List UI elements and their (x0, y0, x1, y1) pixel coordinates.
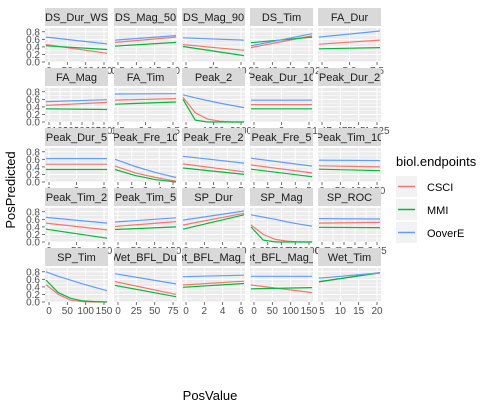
legend-label: MMI (427, 205, 448, 217)
panel: SP_Tim 0 50 100 150 0.00.20.40.60.8 (26, 248, 113, 317)
facet-title: FA_Dur (331, 12, 369, 24)
y-tick-label: 0.8 (26, 147, 40, 158)
facet-title: FA_Tim (127, 72, 165, 84)
x-tick-label: 2 (202, 306, 208, 317)
panel: Peak_Fre_212345 (182, 128, 245, 197)
panel: Peak_Fre_1012345 (112, 128, 178, 197)
series-line-mmi (46, 109, 107, 110)
x-tick-label: 150 (301, 306, 318, 317)
x-tick-label: 20 (371, 306, 383, 317)
x-tick-label: 150 (96, 306, 113, 317)
y-tick-label: 0.8 (26, 27, 40, 38)
panel: Peak_Dur_10123 (248, 68, 315, 137)
panel-background (318, 88, 381, 122)
x-tick-label: 0 (183, 306, 189, 317)
panel: SP_ROC0.00.10.20.30.40.45 (315, 188, 387, 257)
panel: Wet_Tim 5 10 15 20 (318, 248, 383, 317)
panel: FA_Mag01002003004005000.00.20.40.60.8 (26, 68, 113, 137)
panel: Wet_BFL_Mag_500 50 100 150 (236, 248, 328, 317)
panel: Peak_Tim_20501000.00.20.40.60.8 (26, 188, 113, 257)
legend-label: CSCI (427, 182, 453, 194)
facet-title: Peak_Fre_5 (252, 132, 312, 144)
panel: DS_Dur_WS0501001500.00.20.40.60.8 (26, 8, 113, 77)
y-tick-label: 0.8 (26, 267, 40, 278)
panel-background (45, 268, 108, 302)
panel-background (114, 268, 177, 302)
panel: DS_Mag_9002040 (182, 8, 247, 77)
panel-background (45, 28, 108, 62)
facet-title: Peak_Dur_2 (319, 72, 380, 84)
panel: Peak_Tim_10050100150 (316, 128, 386, 197)
panel: FA_Dur2.55.07.5 (315, 8, 384, 77)
facet-title: Peak_Dur_5 (46, 132, 107, 144)
panel: SP_Mag02505007501000 (250, 188, 321, 257)
panel: DS_Mag_500.51.01.52.0 (111, 8, 180, 77)
panel: Peak_2010002000 (182, 68, 253, 137)
panel-background (318, 208, 381, 242)
y-axis-title: PosPredicted (3, 151, 18, 228)
facet-title: Peak_Tim_5 (115, 192, 176, 204)
panel-background (318, 148, 381, 182)
panel: DS_Tim20406080 (248, 8, 315, 77)
panel-background (114, 208, 177, 242)
panel-background (250, 28, 313, 62)
panel-background (250, 268, 313, 302)
x-tick-label: 6 (238, 306, 244, 317)
facet-title: Peak_2 (195, 72, 232, 84)
panel-grid: DS_Dur_WS0501001500.00.20.40.60.8DS_Mag_… (26, 8, 390, 317)
panel: FA_Tim1.52.02.5 (111, 68, 180, 137)
panel: Peak_Tim_5050100150 (114, 188, 182, 257)
x-tick-label: 50 (62, 306, 74, 317)
x-tick-label: 5 (319, 306, 325, 317)
facet-title: DS_Tim (262, 12, 301, 24)
panel-background (182, 208, 245, 242)
facet-title: Wet_Tim (328, 252, 371, 264)
panel: SP_Dur0204060 (182, 188, 247, 257)
panel: Peak_Dur_51230.00.20.40.60.8 (26, 128, 108, 197)
series-line-csci (319, 222, 380, 223)
facet-title: SP_Dur (194, 192, 233, 204)
facet-title: SP_Mag (260, 192, 302, 204)
legend-label: OoverE (427, 228, 464, 240)
facet-title: Wet_BFL_Dur (111, 252, 181, 264)
facet-title: SP_Tim (57, 252, 96, 264)
facet-title: Peak_Tim_2 (46, 192, 107, 204)
facet-title: Peak_Fre_10 (112, 132, 178, 144)
legend-title: biol.endpoints (396, 154, 477, 169)
x-tick-label: 50 (267, 306, 279, 317)
panel: Wet_BFL_Mag_100 2 4 6 (168, 248, 260, 317)
x-tick-label: 0 (46, 306, 52, 317)
y-tick-label: 0.8 (26, 207, 40, 218)
facet-title: SP_ROC (327, 192, 372, 204)
x-tick-label: 4 (220, 306, 226, 317)
panel: Peak_Dur_21.451.4751.51.525 (312, 68, 390, 137)
x-axis-title: PosValue (183, 388, 238, 403)
facet-title: FA_Mag (56, 72, 97, 84)
facet-title: Peak_Dur_10 (248, 72, 315, 84)
x-tick-label: 0 (115, 306, 121, 317)
x-tick-label: 100 (282, 306, 299, 317)
panel: Wet_BFL_Dur 0 25 50 75 (111, 248, 181, 317)
legend: biol.endpoints CSCI MMI OoverE (396, 154, 477, 243)
x-tick-label: 100 (77, 306, 94, 317)
facet-title: DS_Dur_WS (45, 12, 108, 24)
facet-title: DS_Mag_90 (183, 12, 244, 24)
x-tick-label: 0 (251, 306, 257, 317)
x-tick-label: 10 (335, 306, 347, 317)
x-tick-label: 75 (167, 306, 179, 317)
facet-title: DS_Mag_50 (115, 12, 176, 24)
y-tick-label: 0.8 (26, 87, 40, 98)
x-tick-label: 50 (149, 306, 161, 317)
facet-title: Peak_Fre_2 (184, 132, 244, 144)
facet-title: Peak_Tim_10 (316, 132, 383, 144)
x-tick-label: 25 (131, 306, 143, 317)
x-tick-label: 15 (353, 306, 365, 317)
panel: Peak_Fre_512345 (250, 128, 313, 197)
